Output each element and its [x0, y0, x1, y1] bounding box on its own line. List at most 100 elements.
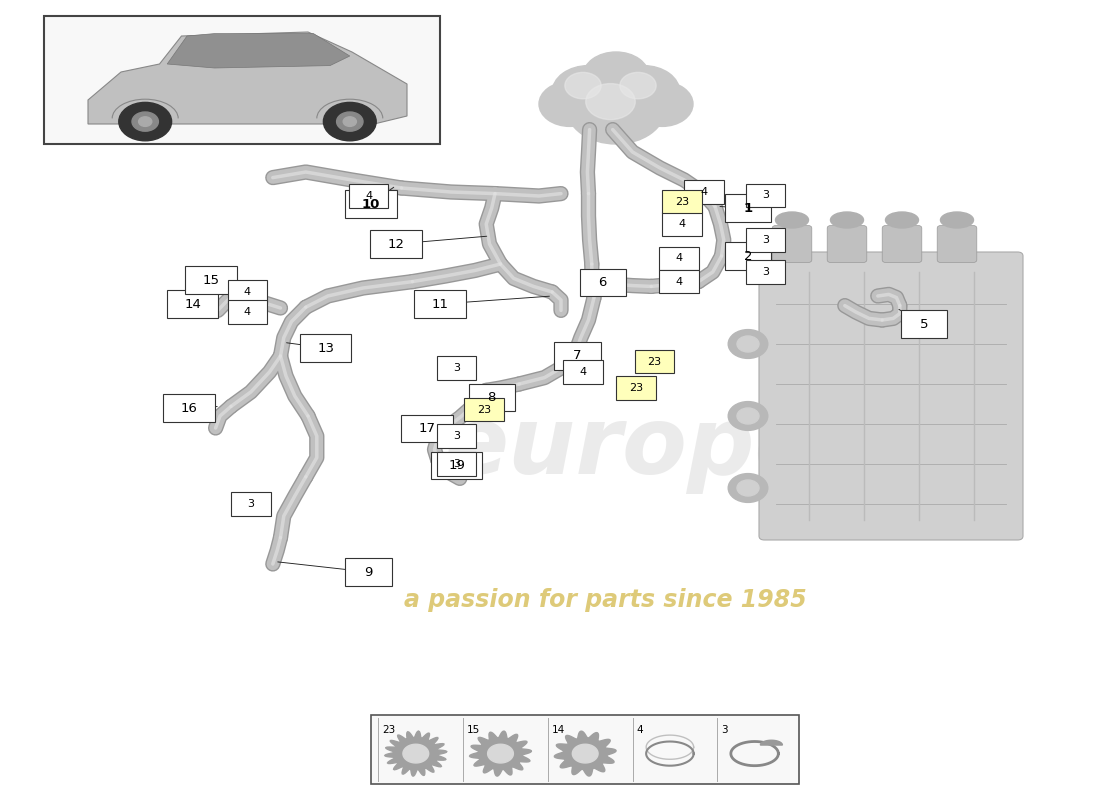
Circle shape — [737, 336, 759, 352]
FancyBboxPatch shape — [167, 290, 218, 318]
Ellipse shape — [886, 212, 918, 228]
FancyBboxPatch shape — [469, 384, 515, 411]
FancyBboxPatch shape — [659, 270, 698, 293]
Text: 3: 3 — [720, 726, 727, 735]
Text: 17: 17 — [418, 422, 436, 435]
Text: 3: 3 — [762, 235, 769, 245]
Text: 23: 23 — [675, 197, 689, 206]
FancyBboxPatch shape — [772, 226, 812, 262]
FancyBboxPatch shape — [370, 230, 421, 258]
Circle shape — [132, 112, 158, 131]
FancyBboxPatch shape — [659, 246, 698, 270]
FancyBboxPatch shape — [746, 229, 785, 251]
Circle shape — [728, 330, 768, 358]
FancyBboxPatch shape — [635, 350, 674, 373]
Polygon shape — [385, 731, 447, 776]
Text: 23: 23 — [477, 405, 491, 414]
FancyBboxPatch shape — [882, 226, 922, 262]
FancyBboxPatch shape — [228, 280, 267, 303]
Circle shape — [631, 82, 693, 126]
Text: 2: 2 — [744, 250, 752, 262]
FancyBboxPatch shape — [827, 226, 867, 262]
Text: 3: 3 — [453, 363, 460, 373]
Text: 19: 19 — [448, 459, 465, 472]
Text: 3: 3 — [248, 499, 254, 509]
Circle shape — [337, 112, 363, 131]
Text: 4: 4 — [675, 277, 682, 286]
FancyBboxPatch shape — [563, 360, 603, 383]
Text: 3: 3 — [762, 190, 769, 200]
Text: 4: 4 — [580, 367, 586, 377]
FancyBboxPatch shape — [349, 184, 388, 207]
FancyBboxPatch shape — [580, 269, 626, 296]
FancyBboxPatch shape — [345, 558, 392, 586]
Text: 16: 16 — [180, 402, 198, 414]
Polygon shape — [88, 32, 407, 124]
Text: 5: 5 — [920, 318, 928, 330]
Polygon shape — [403, 744, 429, 763]
Text: 23: 23 — [648, 357, 661, 366]
FancyBboxPatch shape — [937, 226, 977, 262]
Text: 4: 4 — [701, 187, 707, 197]
Text: 9: 9 — [364, 566, 373, 578]
FancyBboxPatch shape — [437, 356, 476, 379]
FancyBboxPatch shape — [228, 300, 267, 323]
Ellipse shape — [830, 212, 864, 228]
Text: 15: 15 — [202, 274, 220, 286]
Ellipse shape — [776, 212, 808, 228]
Circle shape — [737, 480, 759, 496]
Text: 3: 3 — [762, 267, 769, 277]
FancyBboxPatch shape — [616, 376, 656, 399]
Text: 23: 23 — [629, 383, 642, 393]
Text: europes: europes — [444, 402, 876, 494]
Text: 23: 23 — [382, 726, 395, 735]
FancyBboxPatch shape — [759, 252, 1023, 540]
FancyBboxPatch shape — [684, 180, 724, 203]
Circle shape — [728, 402, 768, 430]
FancyBboxPatch shape — [662, 212, 702, 235]
Polygon shape — [487, 744, 514, 763]
Text: 4: 4 — [365, 191, 372, 201]
Circle shape — [323, 102, 376, 141]
FancyBboxPatch shape — [746, 183, 785, 206]
Circle shape — [566, 72, 666, 144]
Bar — [371, 715, 800, 784]
FancyBboxPatch shape — [430, 452, 482, 479]
Circle shape — [539, 82, 601, 126]
Circle shape — [737, 408, 759, 424]
FancyBboxPatch shape — [299, 334, 351, 362]
FancyBboxPatch shape — [231, 493, 271, 516]
Text: 1: 1 — [744, 202, 752, 214]
FancyBboxPatch shape — [185, 266, 238, 294]
Bar — [44, 16, 440, 144]
Text: 15: 15 — [466, 726, 480, 735]
FancyBboxPatch shape — [464, 398, 504, 421]
Circle shape — [565, 72, 601, 99]
Polygon shape — [572, 744, 598, 763]
Text: 4: 4 — [244, 307, 251, 317]
Circle shape — [552, 66, 625, 118]
Polygon shape — [167, 34, 350, 68]
FancyBboxPatch shape — [554, 342, 601, 370]
FancyBboxPatch shape — [163, 394, 216, 422]
FancyBboxPatch shape — [437, 424, 476, 448]
Text: 10: 10 — [362, 198, 380, 210]
Circle shape — [607, 66, 680, 118]
Text: 3: 3 — [453, 459, 460, 469]
FancyBboxPatch shape — [345, 190, 396, 218]
Text: a passion for parts since 1985: a passion for parts since 1985 — [404, 588, 806, 612]
Text: 7: 7 — [573, 350, 582, 362]
Circle shape — [728, 474, 768, 502]
FancyBboxPatch shape — [901, 310, 947, 338]
Ellipse shape — [940, 212, 974, 228]
Text: 12: 12 — [387, 238, 405, 250]
FancyBboxPatch shape — [725, 242, 771, 270]
Circle shape — [139, 117, 152, 126]
Text: 4: 4 — [636, 726, 642, 735]
Text: 3: 3 — [453, 431, 460, 441]
Text: 4: 4 — [244, 287, 251, 297]
Circle shape — [343, 117, 356, 126]
Text: 11: 11 — [431, 298, 449, 310]
FancyBboxPatch shape — [400, 415, 453, 442]
Circle shape — [119, 102, 172, 141]
